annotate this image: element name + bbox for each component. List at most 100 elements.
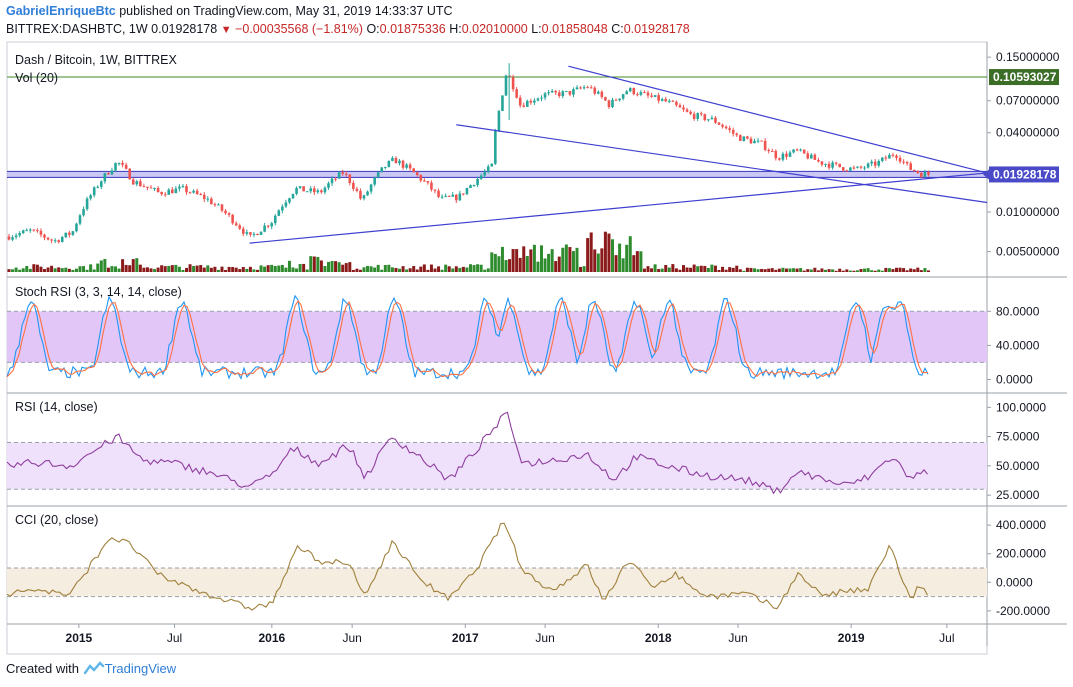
volume-bar [547, 253, 551, 272]
candle-body [561, 91, 565, 97]
tradingview-brand[interactable]: TradingView [104, 661, 177, 676]
volume-bar [234, 267, 238, 272]
time-tick-label: Jul [167, 631, 182, 645]
candle-body [582, 87, 586, 89]
volume-bar [209, 267, 213, 272]
candle-body [526, 100, 529, 107]
candle-body [597, 91, 600, 94]
candle-body [923, 172, 927, 177]
volume-bar [809, 269, 813, 272]
candle-body [838, 163, 841, 168]
volume-bar [334, 261, 338, 272]
candle-body [707, 119, 710, 121]
volume-bar [880, 270, 884, 272]
volume-bar [142, 267, 146, 272]
stoch-signal-line [6, 300, 929, 378]
volume-bar [465, 267, 469, 272]
candle-body [224, 210, 227, 214]
volume-bar [635, 251, 639, 272]
candle-body [334, 178, 337, 180]
candle-body [220, 204, 224, 211]
candle-body [380, 167, 384, 173]
volume-bar [451, 268, 455, 272]
candle-body [472, 184, 476, 186]
volume-bar [625, 244, 629, 272]
candle-body [163, 194, 167, 196]
cci-pane: 400.0000 200.0000 0.0000 -200.0000 CCI (20, … [6, 513, 1050, 618]
volume-bar [653, 264, 657, 272]
candle-body [36, 230, 39, 232]
price-tick-label: 0.04000000 [996, 126, 1060, 140]
candle-body [625, 91, 628, 95]
candle-body [195, 190, 199, 194]
close-label: C: [611, 22, 624, 36]
candle-body [11, 237, 14, 240]
volume-bar [536, 261, 540, 272]
candle-body [53, 240, 57, 242]
rsi-tick-label: 75.0000 [996, 430, 1040, 444]
resistance-tag-label: 0.10593027 [993, 70, 1057, 84]
candle-body [724, 126, 728, 129]
candle-body [543, 93, 547, 98]
candle-body [131, 179, 135, 185]
volume-bar [266, 265, 270, 272]
volume-bar [781, 267, 785, 272]
volume-bar [469, 264, 472, 272]
volume-bar [295, 268, 299, 272]
volume-bar [848, 270, 852, 272]
volume-bar [540, 245, 543, 272]
volume-title: Vol (20) [15, 71, 58, 85]
volume-bar [575, 247, 579, 272]
volume-bar [401, 266, 405, 272]
volume-bar [657, 269, 661, 272]
candle-body [721, 124, 724, 127]
volume-bar [742, 270, 746, 272]
volume-bar [522, 246, 526, 272]
volume-bar [114, 266, 117, 272]
candle-body [103, 173, 107, 182]
footer: Created with TradingView [6, 661, 176, 678]
candle-body [600, 91, 604, 98]
candle-body [185, 186, 188, 193]
candle-body [18, 233, 21, 236]
candle-body [568, 91, 572, 95]
publisher-name[interactable]: GabrielEnriqueBtc [6, 4, 116, 18]
volume-bar [568, 247, 572, 272]
volume-bar [53, 268, 57, 272]
volume-bar [131, 259, 135, 272]
candle-body [50, 239, 53, 241]
candle-body [646, 92, 650, 96]
candle-body [799, 149, 802, 151]
volume-bar [738, 269, 742, 272]
candle-body [753, 140, 756, 144]
high-value: 0.02010000 [461, 22, 528, 36]
volume-bar [600, 248, 604, 272]
time-axis: 2015 Jul 2016 Jun 2017 Jun 2018 Jun 2019 Jul [66, 624, 954, 645]
candle-body [735, 133, 739, 136]
volume-bar [493, 253, 497, 272]
candle-body [852, 167, 856, 169]
volume-bar [863, 268, 867, 272]
candle-body [462, 193, 465, 195]
volume-bar [887, 268, 891, 272]
candle-body [927, 172, 930, 175]
volume-bar [355, 268, 359, 272]
candle-body [515, 89, 518, 98]
published-text: published on TradingView.com, May 31, 20… [119, 4, 453, 18]
volume-bar [792, 268, 796, 272]
candle-body [550, 90, 554, 93]
volume-bar [756, 269, 760, 272]
volume-bar [699, 265, 703, 272]
volume-bar [845, 269, 849, 272]
volume-bar [213, 266, 217, 272]
created-with-text: Created with [6, 661, 79, 676]
cci-tick-label: 0.0000 [996, 575, 1033, 589]
volume-bar [774, 269, 778, 272]
candle-body [128, 168, 131, 180]
stoch-line [6, 294, 929, 381]
volume-bar [611, 239, 614, 272]
candle-body [171, 189, 174, 194]
volume-bar [11, 269, 15, 272]
volume-bar [74, 268, 78, 272]
